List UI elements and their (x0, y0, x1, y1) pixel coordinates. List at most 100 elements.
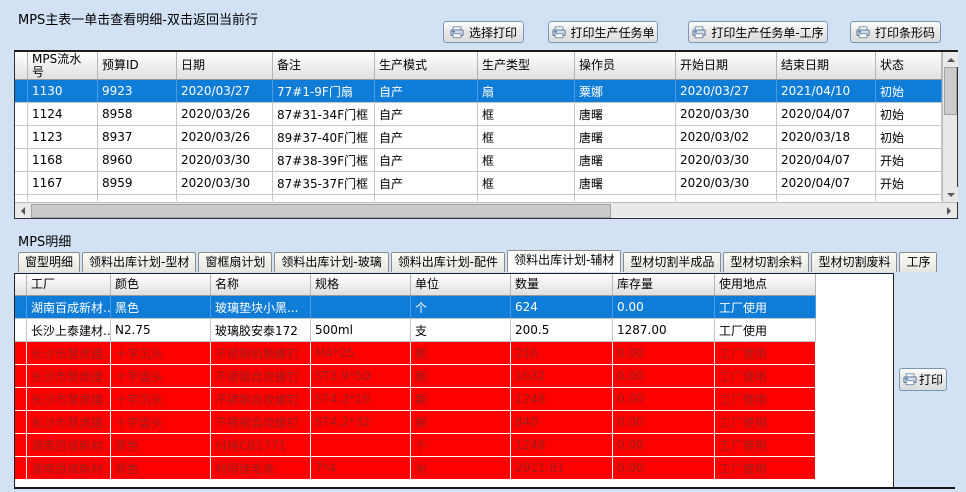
column-header[interactable]: 预算ID (98, 52, 177, 79)
cell: 200.5 (511, 319, 613, 341)
mps-master-grid: MPS流水号 预算ID 日期 备注 生产模式 生产类型 操作员 开始日期 结束日期 状态 1130 9… (14, 50, 958, 219)
row-selector (15, 457, 27, 479)
column-header[interactable]: 库存量 (613, 274, 715, 295)
cell: N2.75 (111, 319, 211, 341)
row-selector (15, 80, 28, 102)
cell: 框 (478, 149, 575, 171)
tab-8[interactable]: 型材切割余料 (723, 252, 810, 272)
tab-9[interactable]: 型材切割废料 (811, 252, 898, 272)
cell: 工厂使用 (715, 296, 816, 318)
cell: 唐曙 (575, 126, 676, 148)
vertical-scrollbar[interactable] (942, 52, 958, 202)
tab-7[interactable]: 型材切割半成品 (623, 252, 722, 272)
table-row[interactable]: 1123 8937 2020/03/26 89#37-40F门框 自产框唐曙 2020/0… (15, 126, 942, 149)
cell: 付档CB1771 (211, 434, 311, 456)
table-row[interactable]: 长沙市慧虎建... 十字沉头 不锈钢机制螺钉 M4*25 颗 216 0.00 工厂使用 (15, 342, 816, 365)
cell: 自产 (375, 149, 478, 171)
row-selector (15, 434, 27, 456)
column-header[interactable]: 生产模式 (375, 52, 478, 79)
row-selector-header (15, 52, 28, 79)
print-barcode-button[interactable]: 打印条形码 (850, 21, 941, 43)
table-row[interactable] (15, 195, 942, 201)
cell: 2020/03/27 (177, 80, 273, 102)
scroll-up-icon[interactable] (943, 52, 958, 67)
table-row[interactable]: 湖南百成新材... 原色 利得佳毛条 7*4 米 2911.81 0.00 工厂使用 (15, 457, 816, 480)
vertical-scroll-thumb[interactable] (944, 67, 957, 115)
cell: 0.00 (613, 457, 715, 479)
cell (676, 195, 777, 201)
cell: 唐曙 (575, 149, 676, 171)
table-row[interactable]: 长沙市慧虎建... 十字盘头 不锈钢自攻螺钉 ST4.2*32 颗 840 0.00 工厂使用 (15, 411, 816, 434)
column-header[interactable]: 数量 (511, 274, 613, 295)
horizontal-scroll-thumb[interactable] (31, 204, 611, 218)
horizontal-scrollbar[interactable] (15, 202, 957, 218)
cell: 自产 (375, 126, 478, 148)
cell: 工厂使用 (715, 457, 816, 479)
column-header[interactable]: 生产类型 (478, 52, 575, 79)
cell: 颗 (411, 365, 511, 387)
column-header[interactable]: 工厂 (27, 274, 111, 295)
table-row[interactable]: 1124 8958 2020/03/26 87#31-34F门框 自产框唐曙 2020/0… (15, 103, 942, 126)
cell (273, 195, 375, 201)
cell: 2020/03/30 (676, 149, 777, 171)
column-header[interactable]: 备注 (273, 52, 375, 79)
cell: 0.00 (613, 411, 715, 433)
scroll-down-icon[interactable] (943, 187, 958, 202)
cell: 长沙市慧虎建... (27, 365, 111, 387)
button-label: 选择打印 (468, 25, 517, 40)
cell: 唐曙 (575, 103, 676, 125)
column-header[interactable]: MPS流水号 (28, 52, 98, 79)
tab-3[interactable]: 窗框扇计划 (198, 252, 273, 272)
detail-print-button[interactable]: 打印 (899, 368, 947, 391)
column-header[interactable]: 操作员 (575, 52, 676, 79)
print-production-order-process-button[interactable]: 打印生产任务单-工序 (688, 21, 828, 43)
table-row[interactable]: 湖南百成新材... 原色 付档CB1771 个 1248 0.00 工厂使用 (15, 434, 816, 457)
tab-2[interactable]: 领料出库计划-型材 (82, 252, 197, 272)
cell: 2020/04/07 (777, 149, 876, 171)
cell: 唐曙 (575, 172, 676, 194)
cell: 初始 (876, 103, 942, 125)
cell: 0.00 (613, 342, 715, 364)
tab-6[interactable]: 领料出库计划-辅材 (507, 250, 622, 272)
table-row[interactable]: 1168 8960 2020/03/30 87#38-39F门框 自产框唐曙 2020/0… (15, 149, 942, 172)
panel-divider (14, 487, 955, 489)
scroll-left-icon[interactable] (15, 203, 31, 218)
cell: 工厂使用 (715, 319, 816, 341)
cell: 7*4 (311, 457, 411, 479)
select-print-button[interactable]: 选择打印 (443, 21, 524, 43)
column-header[interactable]: 单位 (411, 274, 511, 295)
table-row[interactable]: 长沙市慧虎建... 十字盘头 不锈钢自攻螺钉 ST3.9*50 颗 1632 0.00 工厂使… (15, 365, 816, 388)
column-header[interactable]: 规格 (311, 274, 411, 295)
tab-1[interactable]: 窗型明细 (18, 252, 81, 272)
table-row[interactable]: 长沙市慧虎建... 十字沉头 不锈钢自攻螺钉 ST4.2*16 颗 1248 0.00 工厂使… (15, 388, 816, 411)
cell: 500ml (311, 319, 411, 341)
cell: 8958 (98, 103, 177, 125)
column-header[interactable]: 使用地点 (715, 274, 816, 295)
table-row[interactable]: 长沙上泰建材... N2.75 玻璃胶安泰172 500ml 支 200.5 1287.00… (15, 319, 816, 342)
table-row[interactable]: 1130 9923 2020/03/27 77#1-9F门扇 自产扇粟娜 2020/03/… (15, 80, 942, 103)
tab-5[interactable]: 领料出库计划-配件 (390, 252, 506, 272)
print-production-order-button[interactable]: 打印生产任务单 (548, 21, 658, 43)
column-header[interactable]: 状态 (876, 52, 942, 79)
cell: 1168 (28, 149, 98, 171)
cell: 玻璃胶安泰172 (211, 319, 311, 341)
table-row[interactable]: 湖南百成新材... 黑色 玻璃垫块小黑... 个 624 0.00 工厂使用 (15, 296, 816, 319)
cell: 1632 (511, 365, 613, 387)
row-selector (15, 103, 28, 125)
row-selector (15, 342, 27, 364)
column-header[interactable]: 结束日期 (777, 52, 876, 79)
cell: 8959 (98, 172, 177, 194)
cell: 长沙上泰建材... (27, 319, 111, 341)
column-header[interactable]: 开始日期 (676, 52, 777, 79)
column-header[interactable]: 日期 (177, 52, 273, 79)
table-row[interactable]: 1167 8959 2020/03/30 87#35-37F门框 自产框唐曙 2020/0… (15, 172, 942, 195)
scroll-right-icon[interactable] (941, 203, 957, 218)
cell: 颗 (411, 411, 511, 433)
cell: 粟娜 (575, 80, 676, 102)
mps-detail-title: MPS明细 (18, 235, 72, 250)
row-selector (15, 126, 28, 148)
tab-10[interactable]: 工序 (899, 252, 938, 272)
tab-4[interactable]: 领料出库计划-玻璃 (274, 252, 389, 272)
column-header[interactable]: 名称 (211, 274, 311, 295)
column-header[interactable]: 颜色 (111, 274, 211, 295)
